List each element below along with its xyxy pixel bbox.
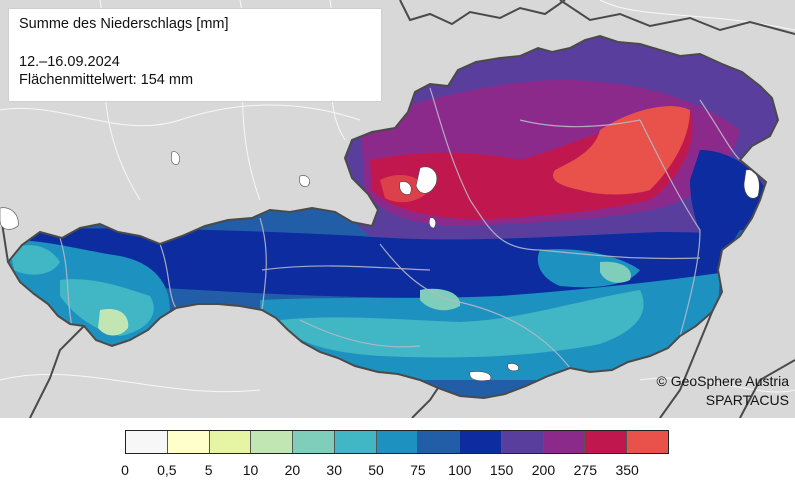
lakes bbox=[0, 151, 760, 382]
legend-ticks: 0 0,5 5 10 20 30 50 75 100 150 200 275 350 bbox=[0, 462, 795, 482]
legend-tick-label: 100 bbox=[448, 462, 472, 478]
dataset-label: SPARTACUS bbox=[705, 391, 789, 408]
legend-swatch bbox=[334, 431, 377, 453]
legend-swatch bbox=[251, 431, 294, 453]
legend-tick-label: 10 bbox=[242, 462, 259, 478]
period-label: 12.–16.09.2024 bbox=[19, 53, 120, 70]
state-boundaries bbox=[59, 87, 741, 369]
legend-swatch bbox=[460, 431, 502, 453]
legend-tick-label: 275 bbox=[573, 462, 597, 478]
map-title: Summe des Niederschlags [mm] bbox=[19, 16, 229, 32]
legend-swatch bbox=[418, 431, 461, 453]
legend-tick-label: 350 bbox=[615, 462, 639, 478]
legend-swatch bbox=[126, 431, 168, 453]
legend-swatch bbox=[167, 431, 210, 453]
copyright-label: © GeoSphere Austria bbox=[656, 373, 789, 389]
legend-tick-label: 75 bbox=[410, 462, 426, 478]
legend-swatch bbox=[501, 431, 544, 453]
legend-swatch bbox=[543, 431, 586, 453]
legend-swatch bbox=[376, 431, 419, 453]
legend-tick-label: 150 bbox=[489, 462, 514, 478]
legend-swatch bbox=[293, 431, 335, 453]
area-mean-label: Flächenmittelwert: 154 mm bbox=[19, 72, 194, 89]
legend-tick-label: 200 bbox=[531, 462, 556, 478]
legend-tick-label: 0 bbox=[121, 462, 129, 478]
legend-tick-label: 30 bbox=[326, 462, 343, 478]
legend-swatch bbox=[585, 431, 628, 453]
color-legend: 0 0,5 5 10 20 30 50 75 100 150 200 275 350 bbox=[0, 418, 795, 486]
legend-swatch bbox=[627, 431, 668, 453]
legend-tick-label: 20 bbox=[284, 462, 301, 478]
legend-colorbar bbox=[125, 430, 669, 454]
map-canvas bbox=[0, 0, 795, 418]
info-box: Summe des Niederschlags [mm] 12.–16.09.2… bbox=[8, 8, 382, 102]
legend-tick-label: 0,5 bbox=[157, 462, 177, 478]
credit-block: © GeoSphere Austria SPARTACUS bbox=[656, 372, 789, 410]
precipitation-map: Summe des Niederschlags [mm] 12.–16.09.2… bbox=[0, 0, 795, 418]
legend-swatch bbox=[209, 431, 252, 453]
country-borders bbox=[0, 0, 795, 418]
legend-tick-label: 50 bbox=[368, 462, 384, 478]
legend-tick-label: 5 bbox=[204, 462, 213, 478]
info-spacer bbox=[19, 34, 371, 53]
